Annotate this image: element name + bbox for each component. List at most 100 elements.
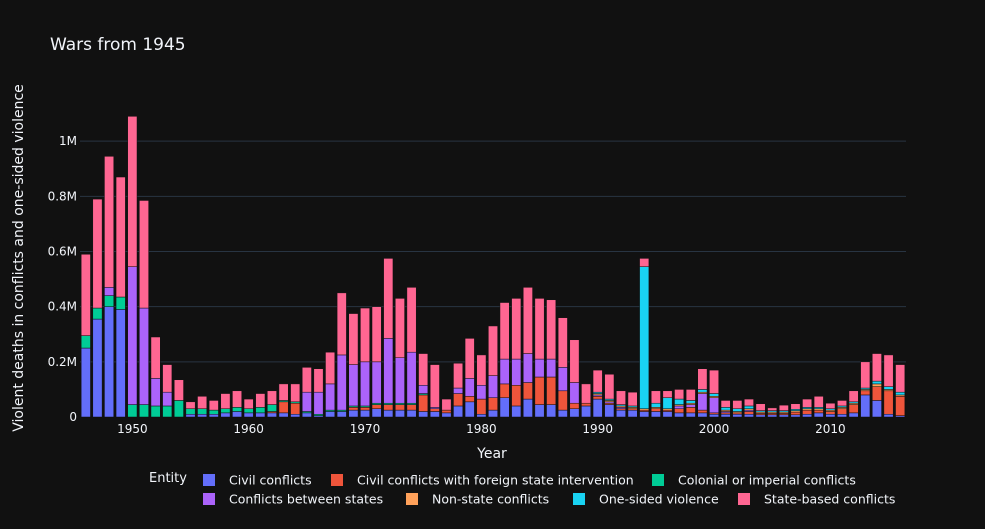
bar-segment[interactable] xyxy=(534,358,545,378)
bar-segment[interactable] xyxy=(837,400,847,407)
bar-segment[interactable] xyxy=(581,405,591,418)
bar-segment[interactable] xyxy=(569,382,580,404)
bar-segment[interactable] xyxy=(80,254,91,336)
bar-segment[interactable] xyxy=(476,354,487,386)
bar-segment[interactable] xyxy=(348,364,359,407)
bar-segment[interactable] xyxy=(127,404,138,418)
bar-segment[interactable] xyxy=(371,404,382,409)
bar-segment[interactable] xyxy=(499,397,510,418)
bar-segment[interactable] xyxy=(813,396,824,408)
bar-segment[interactable] xyxy=(685,407,696,414)
bar-segment[interactable] xyxy=(150,378,161,407)
bar-segment[interactable] xyxy=(837,408,847,415)
bar-segment[interactable] xyxy=(232,411,242,418)
bar-segment[interactable] xyxy=(825,402,836,409)
bar-segment[interactable] xyxy=(173,379,184,401)
bar-segment[interactable] xyxy=(872,353,882,382)
bar-segment[interactable] xyxy=(290,383,301,403)
bar-segment[interactable] xyxy=(546,376,557,405)
bar-segment[interactable] xyxy=(813,412,824,418)
bar-segment[interactable] xyxy=(848,404,859,414)
bar-segment[interactable] xyxy=(662,411,673,418)
bar-segment[interactable] xyxy=(709,413,719,418)
bar-segment[interactable] xyxy=(429,408,440,412)
bar-segment[interactable] xyxy=(592,398,603,418)
bar-segment[interactable] xyxy=(860,361,871,389)
bar-segment[interactable] xyxy=(488,409,498,418)
bar-segment[interactable] xyxy=(697,389,708,393)
bar-segment[interactable] xyxy=(80,347,91,418)
bar-segment[interactable] xyxy=(790,414,801,418)
bar-segment[interactable] xyxy=(243,398,254,409)
bar-segment[interactable] xyxy=(569,408,580,418)
bar-segment[interactable] xyxy=(418,411,429,418)
bar-segment[interactable] xyxy=(150,405,161,418)
bar-segment[interactable] xyxy=(453,405,464,418)
bar-segment[interactable] xyxy=(639,258,650,267)
bar-segment[interactable] xyxy=(662,397,673,409)
bar-segment[interactable] xyxy=(429,411,440,418)
bar-segment[interactable] xyxy=(650,402,661,408)
bar-segment[interactable] xyxy=(418,353,429,386)
bar-segment[interactable] xyxy=(848,412,859,418)
bar-segment[interactable] xyxy=(674,398,685,405)
bar-segment[interactable] xyxy=(883,386,894,390)
bar-segment[interactable] xyxy=(360,307,370,363)
bar-segment[interactable] xyxy=(767,414,778,418)
bar-segment[interactable] xyxy=(709,369,719,394)
bar-segment[interactable] xyxy=(872,400,882,418)
bar-segment[interactable] xyxy=(325,351,336,385)
legend-label[interactable]: Civil conflicts with foreign state inter… xyxy=(357,473,634,488)
bar-segment[interactable] xyxy=(476,385,487,400)
bar-segment[interactable] xyxy=(802,409,813,415)
bar-segment[interactable] xyxy=(557,409,568,418)
bar-segment[interactable] xyxy=(534,298,545,360)
bar-segment[interactable] xyxy=(197,396,208,409)
bar-segment[interactable] xyxy=(360,407,370,411)
bar-segment[interactable] xyxy=(208,409,219,415)
bar-segment[interactable] xyxy=(744,405,754,409)
bar-segment[interactable] xyxy=(732,413,743,418)
bar-segment[interactable] xyxy=(522,353,533,383)
bar-segment[interactable] xyxy=(453,393,464,407)
bar-segment[interactable] xyxy=(92,318,103,418)
bar-segment[interactable] xyxy=(557,317,568,368)
bar-segment[interactable] xyxy=(883,354,894,387)
bar-segment[interactable] xyxy=(441,412,452,418)
legend-label[interactable]: Conflicts between states xyxy=(229,492,383,507)
bar-segment[interactable] xyxy=(616,409,626,418)
bar-segment[interactable] xyxy=(872,380,882,385)
bar-segment[interactable] xyxy=(627,409,638,418)
legend-swatch[interactable] xyxy=(406,493,418,505)
bar-segment[interactable] xyxy=(371,361,382,404)
bar-segment[interactable] xyxy=(348,407,359,411)
bar-segment[interactable] xyxy=(755,414,766,418)
bar-segment[interactable] xyxy=(674,408,685,414)
bar-segment[interactable] xyxy=(778,414,789,418)
bar-segment[interactable] xyxy=(546,404,557,418)
legend-swatch[interactable] xyxy=(203,493,215,505)
bar-segment[interactable] xyxy=(104,287,114,296)
bar-segment[interactable] xyxy=(488,375,498,398)
bar-segment[interactable] xyxy=(685,400,696,404)
legend-swatch[interactable] xyxy=(652,474,664,486)
legend-label[interactable]: Non-state conflicts xyxy=(432,492,549,507)
bar-segment[interactable] xyxy=(895,364,906,393)
bar-segment[interactable] xyxy=(360,409,370,418)
bar-segment[interactable] xyxy=(511,298,522,360)
bar-segment[interactable] xyxy=(499,302,510,360)
bar-segment[interactable] xyxy=(185,408,196,415)
bar-segment[interactable] xyxy=(825,411,836,415)
bar-segment[interactable] xyxy=(650,411,661,418)
bar-segment[interactable] xyxy=(336,411,347,418)
bar-segment[interactable] xyxy=(674,389,685,400)
bar-segment[interactable] xyxy=(92,307,103,320)
bar-segment[interactable] xyxy=(290,413,301,418)
bar-segment[interactable] xyxy=(837,413,847,418)
bar-segment[interactable] xyxy=(744,411,754,415)
bar-segment[interactable] xyxy=(464,396,475,403)
bar-segment[interactable] xyxy=(499,383,510,398)
bar-segment[interactable] xyxy=(208,400,219,411)
bar-segment[interactable] xyxy=(639,266,650,409)
bar-segment[interactable] xyxy=(348,409,359,418)
